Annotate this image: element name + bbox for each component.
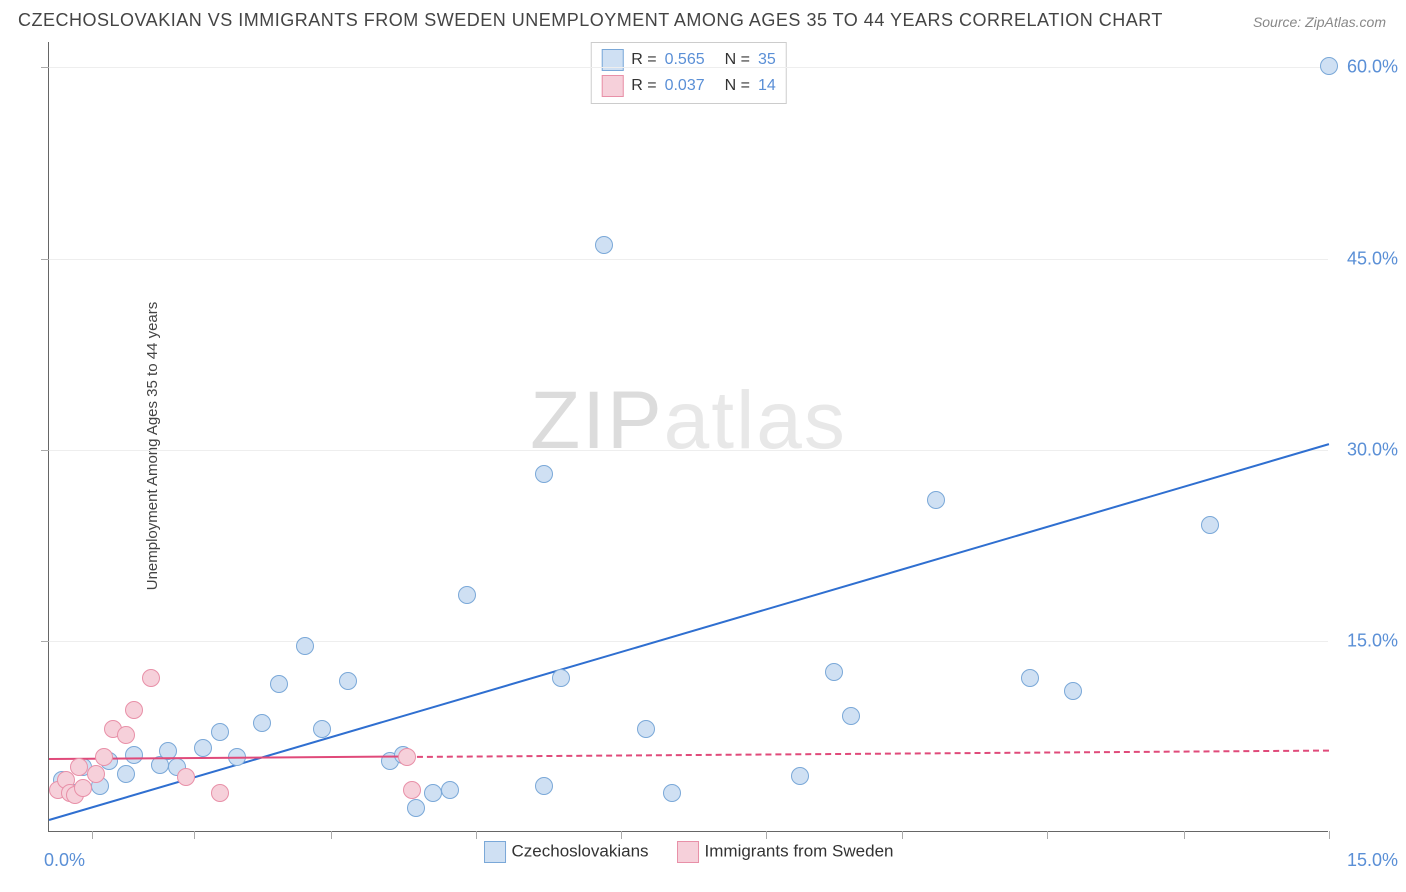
r-value-sweden: 0.037: [665, 77, 705, 95]
r-value-czech: 0.565: [665, 51, 705, 69]
x-tick: [476, 831, 477, 839]
x-tick: [331, 831, 332, 839]
n-label: N =: [725, 77, 750, 95]
data-point-czech: [253, 714, 271, 732]
y-tick: [41, 450, 49, 451]
data-point-czech: [125, 746, 143, 764]
x-axis-max-label: 15.0%: [1347, 850, 1398, 871]
data-point-czech: [339, 672, 357, 690]
data-point-czech: [535, 777, 553, 795]
trend-line-sweden: [407, 749, 1329, 757]
data-point-czech: [424, 784, 442, 802]
data-point-czech: [441, 781, 459, 799]
data-point-sweden: [398, 748, 416, 766]
legend-row-sweden: R = 0.037 N = 14: [601, 73, 776, 99]
x-tick: [902, 831, 903, 839]
x-tick: [621, 831, 622, 839]
legend-item-czech: Czechoslovakians: [484, 841, 649, 863]
data-point-sweden: [117, 726, 135, 744]
swatch-sweden-icon: [677, 841, 699, 863]
x-tick: [1184, 831, 1185, 839]
y-tick-label: 45.0%: [1347, 248, 1398, 269]
gridline: [49, 67, 1328, 68]
series-legend: Czechoslovakians Immigrants from Sweden: [484, 841, 894, 863]
r-label: R =: [631, 77, 656, 95]
data-point-czech: [194, 739, 212, 757]
data-point-czech: [637, 720, 655, 738]
data-point-czech: [296, 637, 314, 655]
data-point-czech: [535, 465, 553, 483]
data-point-czech: [663, 784, 681, 802]
y-tick: [41, 259, 49, 260]
data-point-czech: [1064, 682, 1082, 700]
data-point-sweden: [87, 765, 105, 783]
y-tick: [41, 67, 49, 68]
x-tick: [766, 831, 767, 839]
data-point-sweden: [403, 781, 421, 799]
n-label: N =: [725, 51, 750, 69]
swatch-czech-icon: [484, 841, 506, 863]
data-point-czech: [1201, 516, 1219, 534]
swatch-sweden-icon: [601, 75, 623, 97]
gridline: [49, 259, 1328, 260]
r-label: R =: [631, 51, 656, 69]
data-point-czech: [313, 720, 331, 738]
data-point-czech: [270, 675, 288, 693]
correlation-legend: R = 0.565 N = 35 R = 0.037 N = 14: [590, 42, 787, 104]
data-point-czech: [211, 723, 229, 741]
gridline: [49, 641, 1328, 642]
data-point-czech: [595, 236, 613, 254]
legend-item-sweden: Immigrants from Sweden: [677, 841, 894, 863]
data-point-czech: [407, 799, 425, 817]
source-label: Source: ZipAtlas.com: [1253, 14, 1386, 30]
data-point-sweden: [177, 768, 195, 786]
watermark: ZIPatlas: [530, 374, 847, 468]
data-point-czech: [552, 669, 570, 687]
y-tick-label: 30.0%: [1347, 439, 1398, 460]
x-tick: [1047, 831, 1048, 839]
data-point-czech: [117, 765, 135, 783]
data-point-czech: [927, 491, 945, 509]
x-tick: [1329, 831, 1330, 839]
data-point-czech: [1320, 57, 1338, 75]
n-value-sweden: 14: [758, 77, 776, 95]
data-point-sweden: [95, 748, 113, 766]
data-point-sweden: [70, 758, 88, 776]
y-tick-label: 60.0%: [1347, 57, 1398, 78]
x-tick: [194, 831, 195, 839]
x-tick: [92, 831, 93, 839]
data-point-czech: [1021, 669, 1039, 687]
y-tick-label: 15.0%: [1347, 630, 1398, 651]
chart-title: CZECHOSLOVAKIAN VS IMMIGRANTS FROM SWEDE…: [18, 10, 1163, 31]
scatter-plot-area: ZIPatlas R = 0.565 N = 35 R = 0.037 N = …: [48, 42, 1328, 832]
data-point-sweden: [211, 784, 229, 802]
data-point-czech: [825, 663, 843, 681]
gridline: [49, 450, 1328, 451]
data-point-czech: [842, 707, 860, 725]
data-point-czech: [458, 586, 476, 604]
data-point-sweden: [142, 669, 160, 687]
x-axis-min-label: 0.0%: [44, 850, 85, 871]
y-tick: [41, 641, 49, 642]
data-point-sweden: [74, 779, 92, 797]
n-value-czech: 35: [758, 51, 776, 69]
data-point-sweden: [125, 701, 143, 719]
data-point-czech: [791, 767, 809, 785]
legend-row-czech: R = 0.565 N = 35: [601, 47, 776, 73]
